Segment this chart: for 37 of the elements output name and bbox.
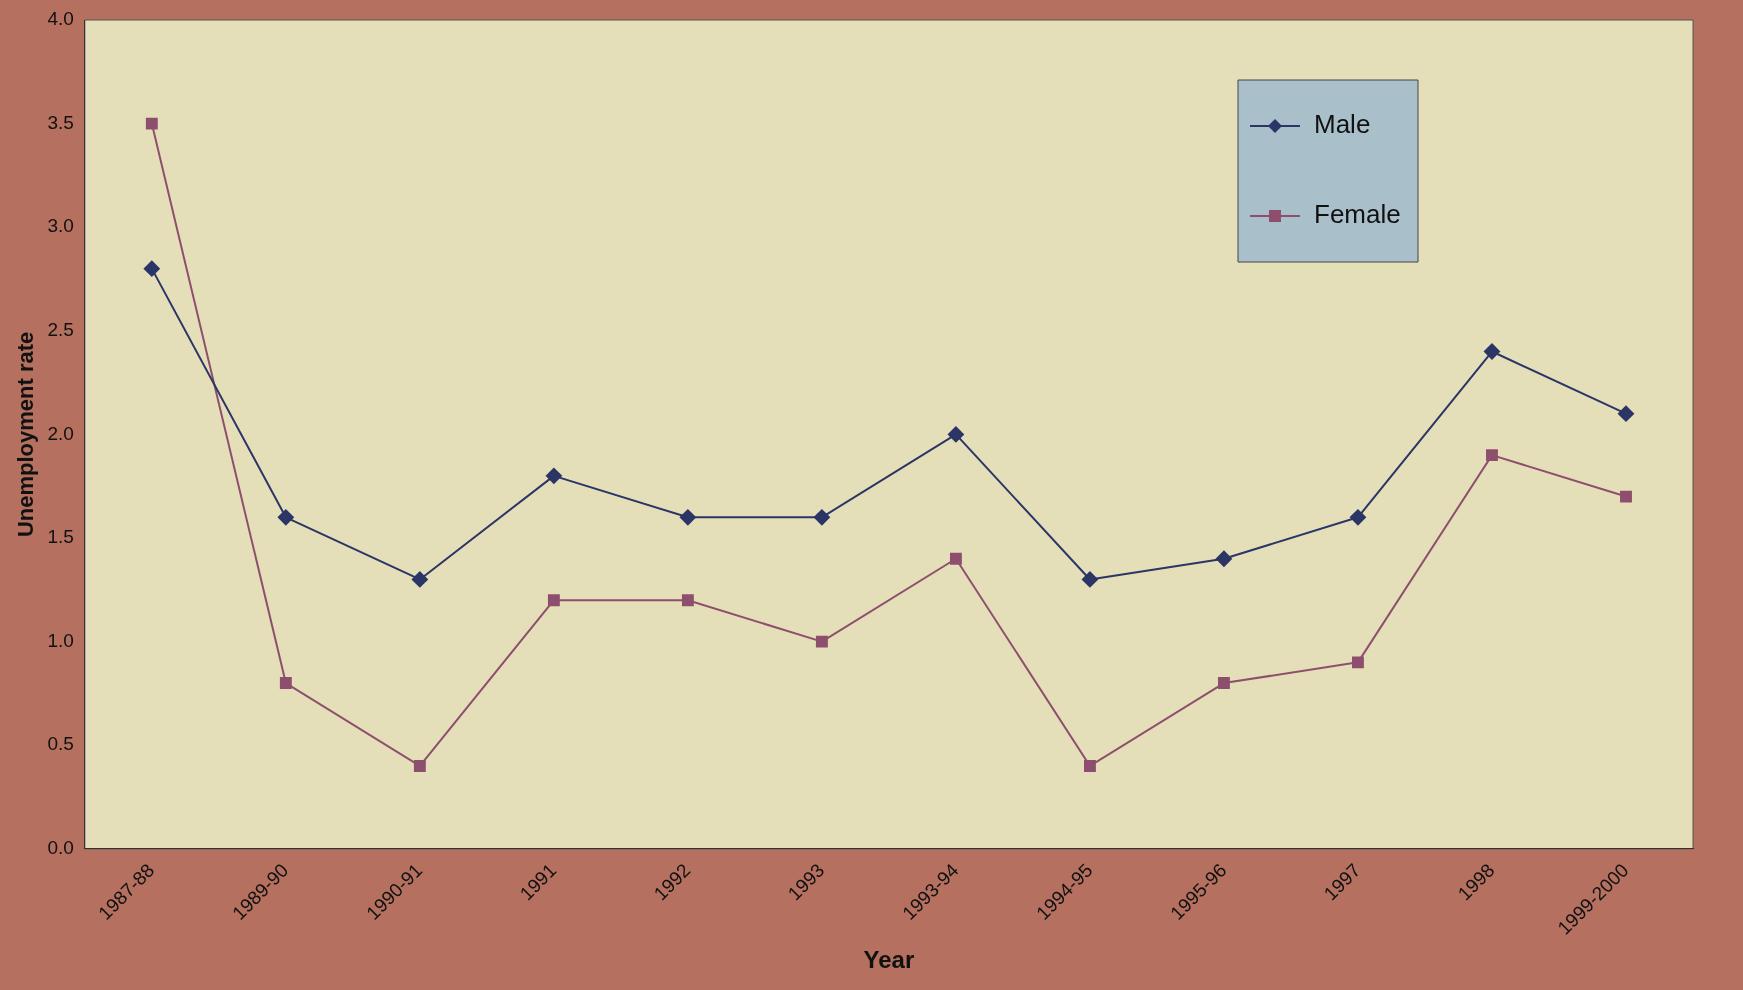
y-tick-label: 0.5 [47, 733, 74, 755]
point [1486, 449, 1498, 462]
y-tick-label: 3.0 [47, 215, 74, 237]
y-tick-label: 1.0 [47, 629, 74, 651]
point [1083, 760, 1096, 772]
point [1218, 677, 1230, 690]
legend-label: Female [1314, 199, 1401, 230]
point [545, 467, 562, 484]
y-tick-label: 4.0 [47, 8, 74, 30]
point [547, 594, 560, 607]
y-tick-label: 3.5 [47, 111, 74, 133]
y-tick-label: 2.0 [47, 422, 74, 444]
point [1352, 656, 1364, 669]
point [411, 571, 428, 588]
point [681, 594, 694, 607]
point [1081, 571, 1098, 588]
point [949, 552, 962, 565]
point [1617, 405, 1634, 422]
y-axis-title: Unemployment rate [13, 331, 39, 538]
y-tick-label: 1.5 [47, 526, 74, 548]
point [145, 117, 158, 130]
point [143, 260, 160, 277]
point [1349, 509, 1366, 526]
y-tick-label: 0.0 [47, 837, 74, 859]
point [279, 677, 292, 690]
point [1215, 550, 1232, 567]
point [679, 509, 696, 526]
point [815, 635, 828, 648]
point [1620, 490, 1632, 503]
legend-label: Male [1314, 109, 1371, 140]
point [413, 760, 426, 772]
point [813, 509, 830, 526]
point [947, 426, 964, 443]
x-axis-title: Year [863, 946, 915, 974]
point [1483, 343, 1500, 360]
point [277, 509, 294, 526]
y-tick-label: 2.5 [47, 319, 74, 341]
